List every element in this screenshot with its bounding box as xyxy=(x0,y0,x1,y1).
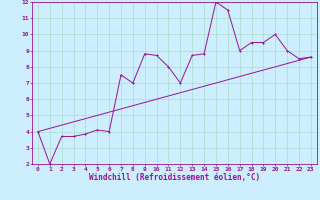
X-axis label: Windchill (Refroidissement éolien,°C): Windchill (Refroidissement éolien,°C) xyxy=(89,173,260,182)
